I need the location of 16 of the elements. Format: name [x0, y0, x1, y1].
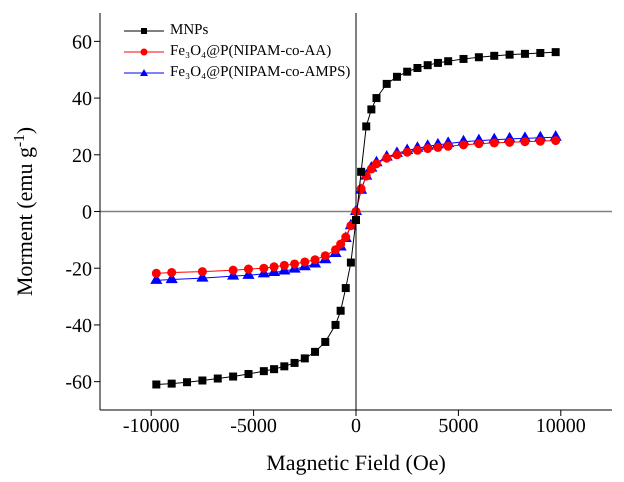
legend-label: Fe₃O₄@P(NIPAM-co-AMPS): [170, 64, 350, 81]
y-tick-label: 0: [82, 202, 92, 224]
y-tick-label: 60: [72, 31, 92, 54]
x-axis-title: Magnetic Field (Oe): [266, 450, 446, 475]
x-tick-label: 5000: [438, 415, 478, 438]
legend-label: MNPs: [170, 22, 208, 39]
y-tick-label: -40: [65, 315, 92, 338]
x-tick-label: 0: [351, 415, 361, 438]
x-tick-label: -5000: [230, 415, 277, 438]
y-tick-label: 40: [72, 88, 92, 110]
legend-label: Fe₃O₄@P(NIPAM-co-AA): [170, 43, 332, 60]
x-tick-label: -10000: [122, 415, 180, 438]
y-tick-label: -20: [65, 258, 92, 280]
y-tick-label: -60: [65, 372, 92, 394]
x-tick-label: 10000: [536, 415, 586, 438]
y-tick-label: 20: [72, 144, 92, 167]
